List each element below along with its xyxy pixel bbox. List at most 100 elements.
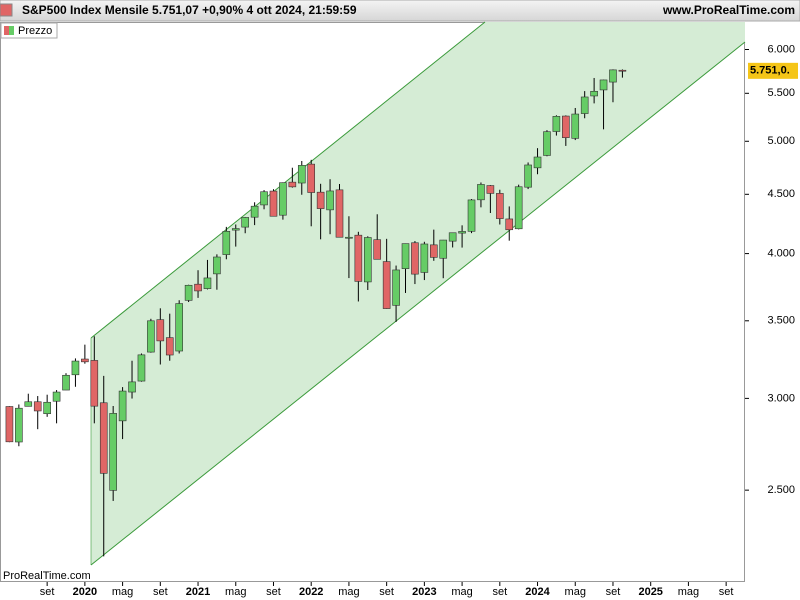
candle [580, 91, 589, 119]
candle [99, 375, 108, 557]
candle-body [118, 390, 127, 422]
candle [15, 404, 23, 447]
legend[interactable] [0, 22, 58, 39]
candle [429, 229, 438, 261]
candle-body [33, 401, 42, 412]
legend-label: Prezzo [18, 25, 52, 37]
candle [90, 336, 99, 424]
candle-body [543, 131, 551, 156]
candle-body [52, 391, 61, 402]
candle [496, 189, 504, 225]
candle [354, 231, 363, 302]
candle-body [90, 360, 99, 407]
candle [543, 130, 551, 157]
candle-body [467, 199, 476, 232]
candle [590, 77, 598, 104]
candle [297, 160, 306, 195]
candle-body [401, 243, 410, 269]
candle [231, 224, 240, 247]
candle [458, 225, 466, 248]
candle-body [147, 320, 155, 353]
candle-body [373, 239, 382, 260]
x-tick-label: set [40, 586, 55, 598]
candle-body [505, 218, 514, 231]
y-tick-label: 5.500 [767, 87, 795, 99]
candle-body [99, 402, 108, 474]
candle-body [81, 358, 89, 363]
candle [514, 184, 523, 230]
candle [194, 270, 202, 298]
candle [128, 360, 136, 399]
candle-body [524, 164, 532, 188]
candle-body [316, 191, 325, 209]
candle-body [24, 401, 33, 407]
candle-body [250, 205, 259, 218]
x-tick-label: set [492, 586, 507, 598]
candle [71, 358, 80, 387]
candle [326, 179, 334, 235]
x-tick-label: 2023 [412, 586, 436, 598]
candle [505, 206, 514, 241]
candle [109, 405, 117, 501]
x-tick-label: 2021 [186, 586, 210, 598]
candle [288, 167, 297, 188]
x-tick-label: 2025 [638, 586, 662, 598]
candle [392, 265, 400, 322]
price-tag: 5.751,0. [750, 65, 790, 77]
candle-body [609, 69, 617, 83]
candle [533, 148, 542, 175]
candle-body [43, 401, 51, 415]
candle [137, 353, 146, 382]
candle-body [562, 115, 570, 138]
candle [279, 182, 287, 220]
site-name: www.ProRealTime.com [662, 3, 795, 17]
candle-body [458, 231, 466, 234]
channel-upper [90, 21, 486, 339]
candle [363, 236, 372, 290]
candle [5, 406, 14, 443]
menu-icon[interactable] [0, 3, 13, 17]
candle-body [345, 236, 353, 239]
candle [250, 202, 259, 226]
candle-body [288, 181, 297, 188]
candle-body [260, 191, 268, 206]
candle [24, 393, 33, 407]
candle [467, 199, 476, 234]
x-tick-label: mag [225, 586, 246, 598]
y-tick-label: 3.500 [767, 315, 795, 327]
candle [401, 243, 410, 293]
candle [562, 115, 570, 146]
candle [411, 241, 419, 285]
candle-body [392, 269, 400, 306]
watermark: ProRealTime.com [3, 570, 91, 582]
candle-body [184, 284, 193, 301]
candle [382, 238, 391, 309]
y-tick-label: 4.500 [767, 188, 795, 200]
candle-body [194, 283, 202, 292]
header-bar [0, 0, 800, 22]
candle [420, 241, 429, 281]
candle [43, 394, 51, 417]
x-tick-label: mag [338, 586, 359, 598]
candle-body [590, 90, 598, 97]
candle [156, 308, 165, 365]
y-tick-label: 3.000 [767, 392, 795, 404]
x-tick-label: 2024 [525, 586, 550, 598]
candle [571, 107, 580, 141]
candle-body [533, 156, 542, 169]
candle-body [15, 407, 23, 443]
candle-body [429, 244, 438, 258]
candle [222, 226, 231, 260]
candle-body [175, 303, 183, 352]
x-tick-label: set [719, 586, 734, 598]
candle-body [420, 243, 429, 273]
candle [81, 344, 89, 364]
candle-body [514, 186, 523, 230]
legend-swatch-up [9, 26, 14, 35]
y-tick-label: 4.000 [767, 247, 795, 259]
candle [269, 189, 278, 217]
candle-body [203, 277, 212, 289]
candle-body [363, 237, 372, 283]
candle [524, 162, 532, 190]
candle [175, 300, 183, 354]
